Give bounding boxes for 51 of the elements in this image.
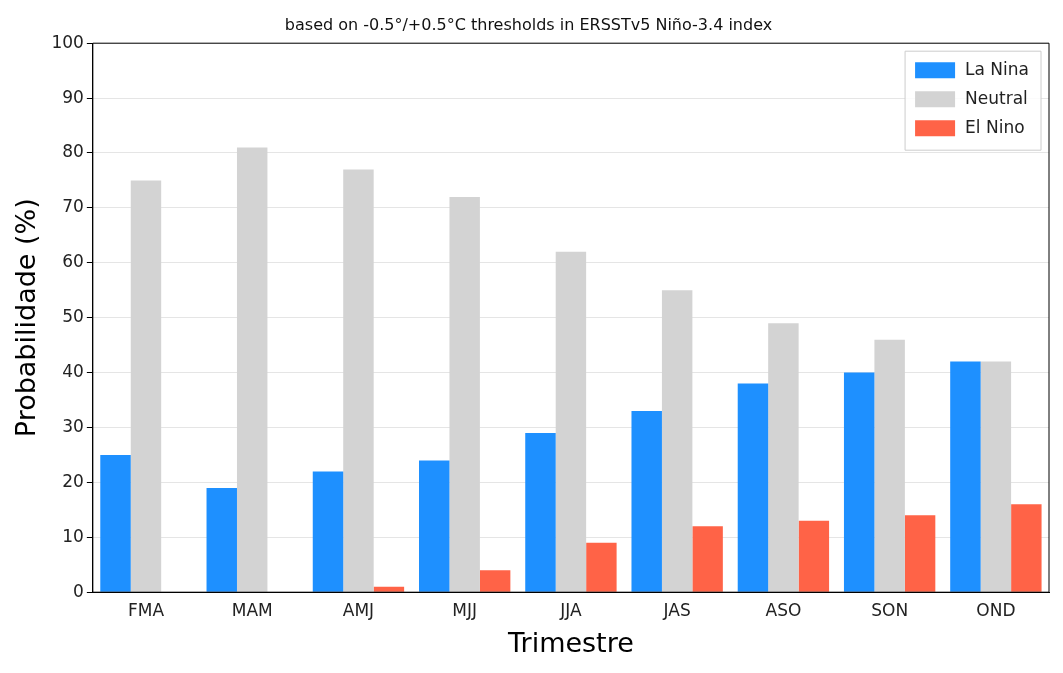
y-tick-label: 70 xyxy=(62,196,84,217)
y-axis-title: Probabilidade (%) xyxy=(10,198,42,438)
bar xyxy=(236,147,268,592)
bar xyxy=(449,196,480,592)
y-tick-label: 100 xyxy=(51,31,84,52)
bar xyxy=(843,372,875,592)
bar xyxy=(798,520,830,592)
y-tick-label: 60 xyxy=(62,251,84,272)
chart-title: based on -0.5°/+0.5°C thresholds in ERSSTv5 Niño-3.4 index xyxy=(284,14,773,34)
x-tick-label: FMA xyxy=(127,599,165,620)
bar xyxy=(631,411,662,592)
x-tick-label: AMJ xyxy=(342,599,375,620)
bar xyxy=(100,454,131,592)
bar xyxy=(874,339,905,592)
y-tick-label: 90 xyxy=(62,86,84,107)
x-tick-label: OND xyxy=(976,599,1016,620)
bar xyxy=(419,460,450,592)
y-tick-label: 50 xyxy=(62,306,84,327)
x-tick-label: MJJ xyxy=(452,599,478,620)
bar xyxy=(950,361,981,592)
bar xyxy=(555,251,587,592)
bar xyxy=(737,383,769,592)
x-tick-label: SON xyxy=(871,599,909,620)
bar xyxy=(768,323,799,592)
y-tick-label: 10 xyxy=(62,525,84,546)
y-tick-label: 40 xyxy=(62,361,84,382)
y-tick-label: 30 xyxy=(62,415,84,436)
bar xyxy=(980,361,1012,592)
legend-label: Neutral xyxy=(965,87,1028,108)
legend-label: La Nina xyxy=(965,58,1030,79)
bar xyxy=(586,542,617,592)
x-tick-label: JAS xyxy=(662,599,691,620)
x-tick-label: MAM xyxy=(231,599,273,620)
bar xyxy=(206,487,237,592)
bar xyxy=(312,471,344,592)
bar xyxy=(130,180,162,592)
y-tick-label: 80 xyxy=(62,141,84,162)
bar xyxy=(692,526,723,592)
bar xyxy=(343,169,374,592)
x-axis-title: Trimestre xyxy=(507,626,634,658)
bar xyxy=(479,570,511,592)
legend-label: El Nino xyxy=(965,116,1025,137)
bar xyxy=(373,586,405,592)
y-tick-label: 20 xyxy=(62,470,84,491)
bar xyxy=(1011,504,1042,592)
x-tick-label: JJA xyxy=(559,599,582,620)
bar xyxy=(904,515,936,592)
bar xyxy=(661,290,693,592)
x-tick-label: ASO xyxy=(765,599,802,620)
bar xyxy=(525,432,556,592)
y-tick-label: 0 xyxy=(73,580,84,601)
